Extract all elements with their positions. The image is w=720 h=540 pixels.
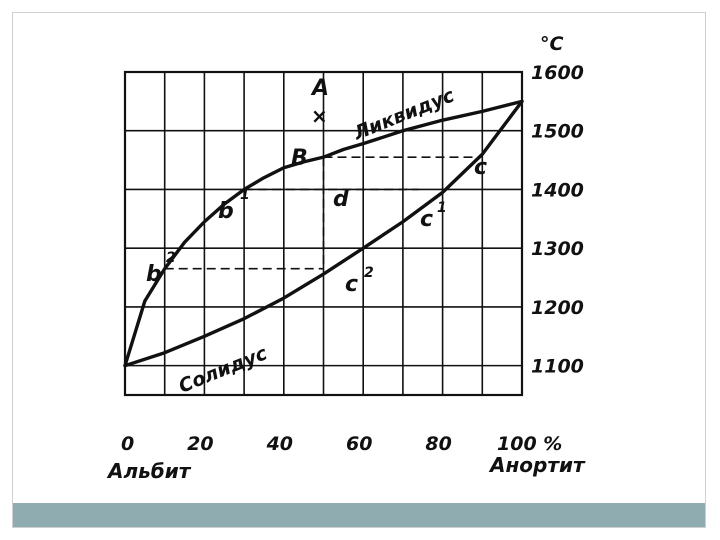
point-b1-superscript: 1 xyxy=(240,187,250,203)
plot-border xyxy=(123,70,524,397)
point-c2-superscript: 2 xyxy=(364,265,374,281)
solidus-label: Солидус xyxy=(176,342,271,398)
y-tick-label: 1100 xyxy=(531,356,584,378)
series-line-liquidus xyxy=(123,99,524,368)
x-tick-label: 60 xyxy=(346,433,372,455)
point-a-label: A xyxy=(310,76,329,101)
point-c2-label: c xyxy=(345,272,358,297)
point-b2-superscript: 2 xyxy=(166,250,176,266)
guide-lines xyxy=(164,156,475,270)
point-c1-superscript: 1 xyxy=(437,200,447,216)
point-c1-label: c xyxy=(420,207,433,232)
plot-frame xyxy=(123,70,524,397)
y-tick-label: 1200 xyxy=(531,297,584,319)
point-b2-label: b xyxy=(146,262,162,287)
y-tick-labels: 1600 1500 1400 1300 1200 1100 xyxy=(531,62,584,378)
x-tick-label: 100 % xyxy=(497,433,562,455)
series-line-solidus xyxy=(123,99,524,368)
point-b-label: B xyxy=(291,146,308,171)
x-tick-label: 0 xyxy=(121,433,134,455)
point-d-label: d xyxy=(333,187,349,212)
point-a-marker: × xyxy=(311,104,328,128)
x-label-albite: Альбит xyxy=(106,459,192,483)
curves xyxy=(123,99,524,368)
x-tick-label: 80 xyxy=(425,433,451,455)
y-tick-label: 1500 xyxy=(531,121,584,143)
y-tick-label: 1600 xyxy=(531,62,584,84)
y-tick-label: 1400 xyxy=(531,179,584,201)
x-tick-label: 20 xyxy=(187,433,213,455)
footer-bar xyxy=(13,503,705,527)
x-tick-labels: 0 20 40 60 80 100 % xyxy=(121,433,562,455)
y-unit-label: °C xyxy=(540,33,564,55)
x-label-anorthite: Анортит xyxy=(488,453,586,477)
y-tick-label: 1300 xyxy=(531,238,584,260)
point-b1-label: b xyxy=(218,199,234,224)
slide-frame xyxy=(12,12,706,528)
point-c-label: c xyxy=(474,155,487,180)
x-tick-label: 40 xyxy=(266,433,293,455)
